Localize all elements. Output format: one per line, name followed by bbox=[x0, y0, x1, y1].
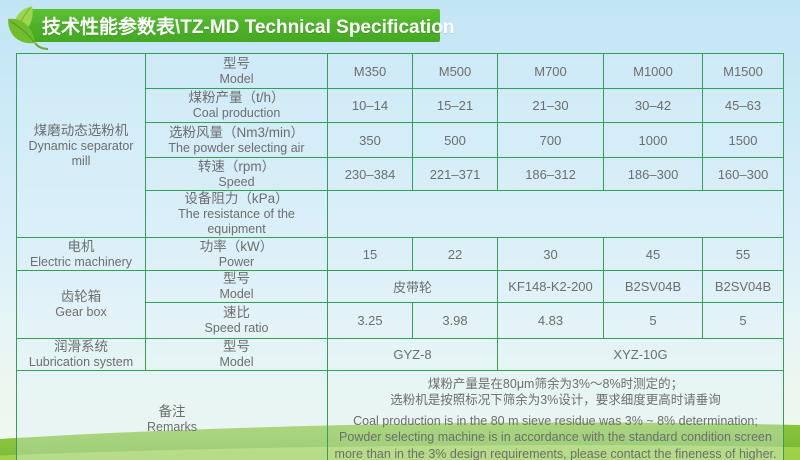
param-label-zh: 选粉风量（Nm3/min） bbox=[168, 124, 304, 140]
group-label-en: Dynamic separator mill bbox=[28, 138, 134, 168]
spec-table: 煤磨动态选粉机 Dynamic separator mill 型号 Model … bbox=[16, 53, 784, 460]
param-speed: 转速（rpm） Speed bbox=[145, 157, 328, 191]
param-label-en: Coal production bbox=[192, 106, 281, 120]
value-model-3: M700 bbox=[497, 53, 604, 89]
param-label-en: Speed bbox=[218, 174, 255, 189]
value-speed-4: 186–300 bbox=[603, 157, 703, 191]
value-coal-3: 21–30 bbox=[497, 88, 604, 123]
value-ratio-1: 3.25 bbox=[327, 302, 413, 339]
value-coal-1: 10–14 bbox=[327, 88, 413, 123]
param-power: 功率（kW） Power bbox=[145, 237, 328, 271]
value-ratio-5: 5 bbox=[702, 302, 784, 339]
value-model-1: M350 bbox=[327, 53, 413, 89]
value-coal-4: 30–42 bbox=[603, 88, 703, 123]
group-label-en: Electric machinery bbox=[29, 254, 133, 269]
value-gear-model-1: 皮带轮 bbox=[327, 270, 498, 303]
remarks-content: 煤粉产量是在80μm筛余为3%～8%时测定的； 选粉机是按照标况下筛余为3%设计… bbox=[327, 370, 784, 460]
group-remarks: 备注 Remarks bbox=[16, 370, 328, 460]
leaf-icon bbox=[2, 2, 54, 52]
value-speed-2: 221–371 bbox=[412, 157, 498, 191]
value-gear-model-4: B2SV04B bbox=[702, 270, 784, 303]
param-label-zh: 功率（kW） bbox=[199, 238, 274, 254]
remark-line-zh-2: 选粉机是按照标况下筛余为3%设计，要求细度更高时请垂询 bbox=[390, 393, 721, 408]
value-coal-2: 15–21 bbox=[412, 88, 498, 123]
value-coal-5: 45–63 bbox=[702, 88, 784, 123]
value-ratio-2: 3.98 bbox=[412, 302, 498, 339]
remark-line-zh-1: 煤粉产量是在80μm筛余为3%～8%时测定的； bbox=[427, 376, 684, 391]
value-air-2: 500 bbox=[412, 122, 498, 158]
remark-line-en-2: Powder selecting machine is in accordanc… bbox=[334, 430, 777, 460]
value-power-2: 22 bbox=[412, 237, 498, 271]
group-label-en: Lubrication system bbox=[28, 355, 134, 369]
value-power-1: 15 bbox=[327, 237, 413, 271]
param-label-zh: 型号 bbox=[223, 271, 250, 287]
value-power-5: 55 bbox=[702, 237, 784, 271]
remark-line-en-1: Coal production is in the 80 m sieve res… bbox=[353, 413, 758, 428]
value-gear-model-3: B2SV04B bbox=[603, 270, 703, 303]
value-lub-model-2: XYZ-10G bbox=[497, 338, 784, 371]
group-dynamic-separator-mill: 煤磨动态选粉机 Dynamic separator mill bbox=[16, 53, 146, 238]
value-speed-1: 230–384 bbox=[327, 157, 413, 191]
param-label-zh: 型号 bbox=[223, 55, 250, 71]
param-label-zh: 型号 bbox=[223, 339, 250, 355]
value-lub-model-1: GYZ-8 bbox=[327, 338, 498, 371]
param-label-en: Model bbox=[219, 71, 254, 86]
param-resistance: 设备阻力（kPa） The resistance of the equipmen… bbox=[145, 190, 328, 238]
value-air-3: 700 bbox=[497, 122, 604, 158]
title-banner: 技术性能参数表\TZ-MD Technical Specification bbox=[28, 9, 454, 42]
value-air-5: 1500 bbox=[702, 122, 784, 158]
value-model-5: M1500 bbox=[702, 53, 784, 89]
group-label-en: Gear box bbox=[55, 305, 107, 319]
group-label-zh: 电机 bbox=[67, 238, 95, 254]
value-air-1: 350 bbox=[327, 122, 413, 158]
group-label-zh: 齿轮箱 bbox=[60, 289, 102, 304]
param-label-en: The resistance of the equipment bbox=[178, 207, 295, 236]
value-model-2: M500 bbox=[412, 53, 498, 89]
param-gear-model: 型号 Model bbox=[145, 270, 328, 303]
param-label-zh: 设备阻力（kPa） bbox=[184, 191, 289, 207]
value-air-4: 1000 bbox=[603, 122, 703, 158]
group-lubrication-system: 润滑系统 Lubrication system bbox=[16, 338, 146, 371]
param-speed-ratio: 速比 Speed ratio bbox=[145, 302, 328, 339]
group-label-zh: 备注 bbox=[158, 403, 186, 419]
param-coal-production: 煤粉产量（t/h） Coal production bbox=[145, 88, 328, 123]
param-label-zh: 速比 bbox=[223, 305, 250, 320]
param-label-en: Speed ratio bbox=[204, 321, 269, 335]
param-label-en: Power bbox=[218, 254, 255, 269]
value-power-3: 30 bbox=[497, 237, 604, 271]
group-gear-box: 齿轮箱 Gear box bbox=[16, 270, 146, 339]
group-label-zh: 煤磨动态选粉机 bbox=[33, 122, 129, 138]
param-model: 型号 Model bbox=[145, 53, 328, 89]
param-label-en: Model bbox=[219, 355, 254, 369]
group-electric-machinery: 电机 Electric machinery bbox=[16, 237, 146, 271]
param-label-en: The powder selecting air bbox=[168, 140, 305, 155]
group-label-zh: 润滑系统 bbox=[54, 339, 108, 355]
value-speed-3: 186–312 bbox=[497, 157, 604, 191]
param-label-en: Model bbox=[219, 287, 254, 301]
value-power-4: 45 bbox=[603, 237, 703, 271]
group-label-en: Remarks bbox=[146, 419, 197, 434]
param-label-zh: 煤粉产量（t/h） bbox=[188, 90, 285, 105]
value-ratio-3: 4.83 bbox=[497, 302, 604, 339]
value-gear-model-2: KF148-K2-200 bbox=[497, 270, 604, 303]
value-ratio-4: 5 bbox=[603, 302, 703, 339]
param-selecting-air: 选粉风量（Nm3/min） The powder selecting air bbox=[145, 122, 328, 158]
page-title: 技术性能参数表\TZ-MD Technical Specification bbox=[42, 17, 455, 38]
param-lub-model: 型号 Model bbox=[145, 338, 328, 371]
value-model-4: M1000 bbox=[603, 53, 703, 89]
param-label-zh: 转速（rpm） bbox=[197, 158, 276, 174]
value-speed-5: 160–300 bbox=[702, 157, 784, 191]
value-resistance-empty bbox=[327, 190, 784, 238]
